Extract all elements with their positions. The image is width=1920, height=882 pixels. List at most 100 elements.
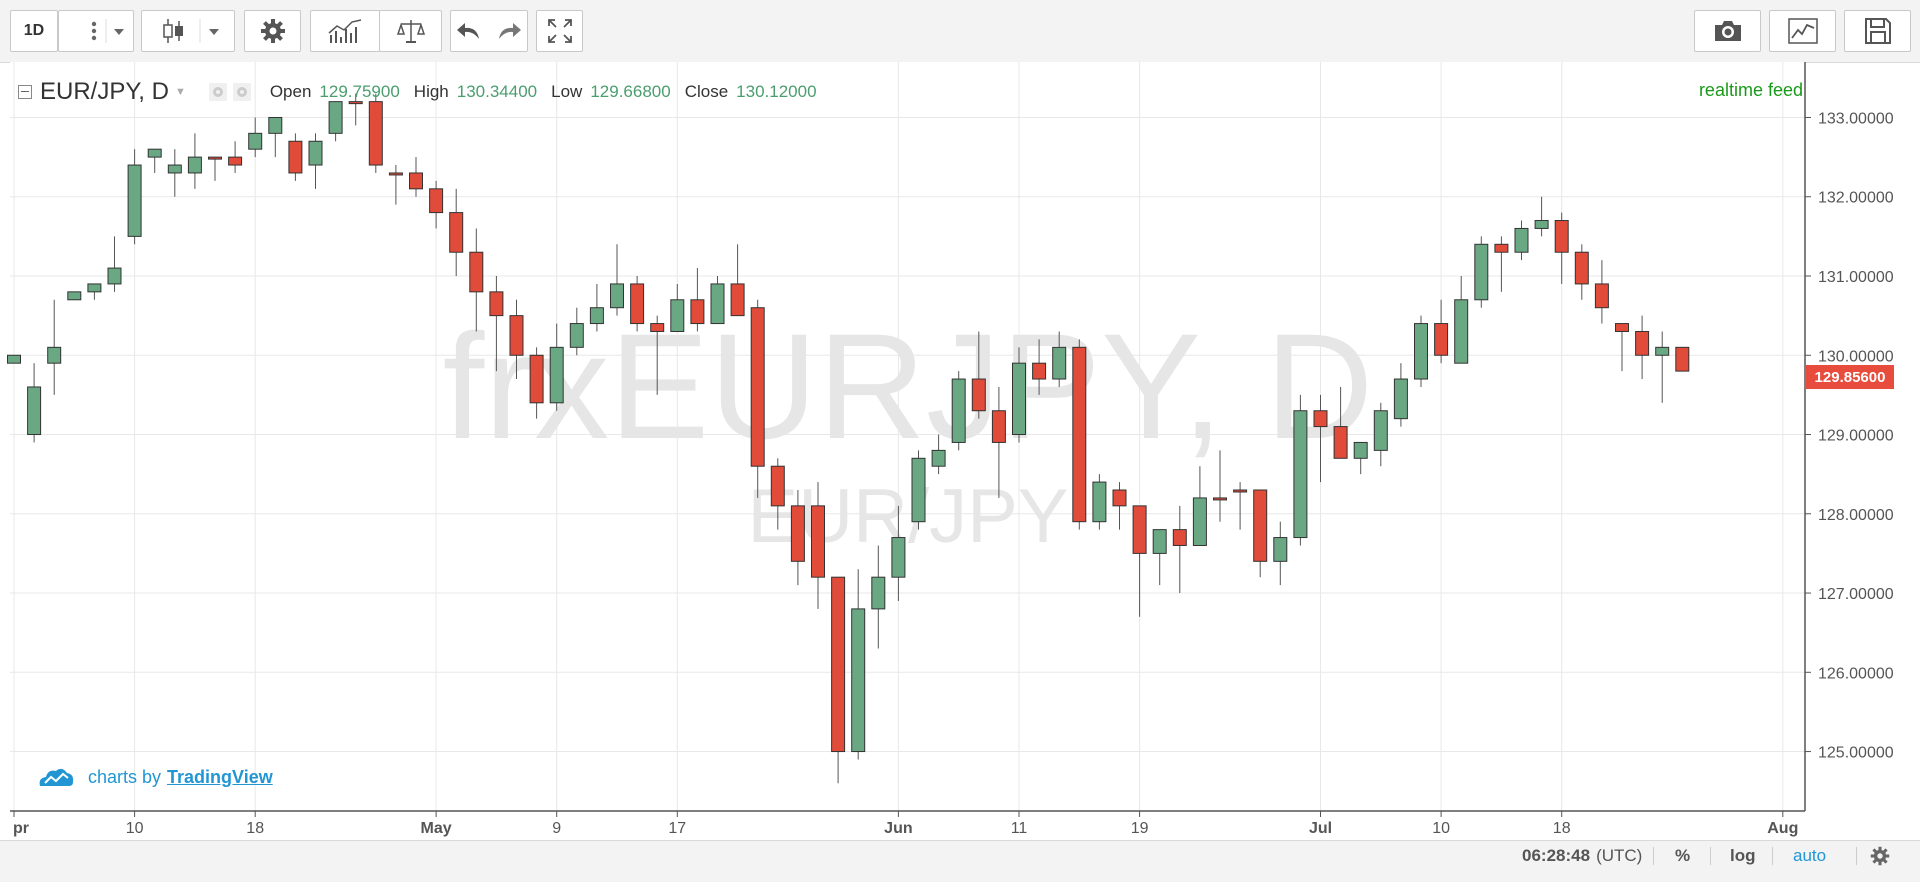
settings-button[interactable]	[244, 10, 301, 52]
candle-body	[1092, 481, 1107, 523]
horizontal-grid	[10, 116, 1805, 753]
x-tick-label: 10	[1432, 820, 1450, 837]
x-tick-label: 18	[1553, 820, 1571, 837]
compare-icon	[396, 20, 425, 43]
fullscreen-button[interactable]	[536, 10, 583, 52]
candle-body	[127, 164, 142, 237]
candle-body	[911, 457, 926, 523]
candle-body	[1635, 330, 1650, 356]
candle-body	[409, 172, 423, 190]
percent-toggle[interactable]: %	[1675, 846, 1691, 865]
candle-body	[87, 283, 102, 293]
snapshot-button[interactable]	[1694, 10, 1761, 52]
interval-button[interactable]: 1D	[10, 10, 58, 52]
candle-body	[248, 132, 263, 150]
candle-body	[610, 283, 624, 309]
symbol-name[interactable]: EUR/JPY, D	[40, 78, 169, 105]
camera-icon	[1714, 21, 1741, 41]
high-label: High	[413, 82, 449, 101]
undo-icon[interactable]	[453, 17, 489, 45]
candle-body	[1353, 441, 1368, 459]
low-value: 129.66800	[590, 82, 671, 101]
clock: 06:28:48 (UTC)	[1522, 841, 1642, 871]
candle-body	[7, 354, 21, 364]
chart-settings-toggle[interactable]	[1870, 841, 1890, 871]
indicators-button[interactable]	[310, 10, 380, 52]
tradingview-link[interactable]: TradingView	[167, 766, 273, 787]
price-chart[interactable]: frxEURJPY, D EUR/JPY 133.00000132.000001…	[0, 0, 1920, 840]
y-tick-label: 129.00000	[1818, 428, 1894, 445]
x-tick-label: 17	[668, 820, 686, 837]
symbol-caret-icon[interactable]: ▼	[174, 86, 186, 98]
candle-body	[931, 449, 946, 467]
x-tick-label: Aug	[1767, 820, 1798, 837]
candle-body	[1434, 323, 1449, 356]
collapse-legend-icon[interactable]	[18, 85, 32, 99]
x-tick-label: 9	[552, 820, 561, 837]
candle-body	[368, 101, 383, 166]
candle-body	[147, 148, 162, 158]
top-toolbar: 1D	[0, 0, 1920, 63]
x-tick-label: Jul	[1309, 820, 1332, 837]
interval-menu-button[interactable]	[58, 10, 134, 52]
x-tick-label: 11	[1011, 820, 1028, 837]
last-price-tag: 129.85600	[1806, 365, 1894, 389]
interval-label: 1D	[23, 22, 45, 39]
candle-body	[529, 354, 544, 404]
candle-body	[1333, 426, 1348, 459]
candle-body	[1534, 220, 1549, 229]
high-value: 130.34400	[456, 82, 538, 101]
redo-icon[interactable]	[489, 17, 525, 45]
y-tick-label: 125.00000	[1818, 745, 1894, 762]
undo-redo-group	[450, 10, 528, 52]
candle-body	[710, 283, 725, 325]
candle-body	[851, 608, 866, 753]
status-divider	[1772, 847, 1773, 865]
indicators-icon	[328, 19, 362, 43]
auto-scale-toggle[interactable]: auto	[1793, 846, 1827, 865]
realtime-feed-label: realtime feed	[1698, 80, 1803, 100]
compare-button[interactable]	[379, 10, 442, 52]
candle-body	[589, 307, 604, 325]
x-tick-label: 18	[246, 820, 264, 837]
candle-body	[871, 576, 886, 610]
visibility-icon[interactable]	[208, 82, 228, 102]
candle-body	[1032, 362, 1047, 380]
candle-body	[1494, 243, 1509, 253]
candle-body	[1454, 299, 1469, 364]
candle-body	[228, 156, 243, 166]
candle-body	[328, 101, 343, 134]
candle-body	[790, 505, 805, 562]
bar-style-icon	[163, 19, 219, 43]
y-tick-label: 130.00000	[1818, 348, 1894, 365]
bar-style-button[interactable]	[141, 10, 235, 52]
save-icon	[1864, 18, 1891, 44]
chart-template-button[interactable]	[1769, 10, 1836, 52]
y-tick-label: 132.00000	[1818, 190, 1894, 207]
candle-body	[187, 156, 202, 174]
candle-body	[690, 299, 705, 325]
candle-body	[67, 291, 82, 301]
candle-body	[811, 505, 825, 578]
save-layout-button[interactable]	[1844, 10, 1911, 52]
interval-menu-icon	[91, 19, 124, 43]
branding-prefix: charts by	[88, 766, 162, 787]
candle-body	[308, 140, 323, 166]
candle-body	[1112, 489, 1127, 507]
candle-body	[630, 283, 645, 325]
candle-body	[268, 116, 283, 134]
candle-body	[1594, 283, 1609, 309]
log-toggle[interactable]: log	[1730, 846, 1756, 865]
candle-body	[1273, 537, 1288, 562]
open-value: 129.75900	[319, 82, 400, 101]
candle-body	[449, 212, 464, 253]
candle-body	[1615, 323, 1629, 332]
y-tick-label: 126.00000	[1818, 665, 1894, 682]
tradingview-branding[interactable]: charts by TradingView	[36, 764, 273, 790]
candle-body	[469, 251, 484, 293]
y-tick-label: 127.00000	[1818, 586, 1894, 603]
legend-settings-icon[interactable]	[232, 82, 252, 102]
candle-body	[348, 101, 363, 105]
candle-body	[991, 410, 1006, 443]
status-divider	[1710, 847, 1711, 865]
